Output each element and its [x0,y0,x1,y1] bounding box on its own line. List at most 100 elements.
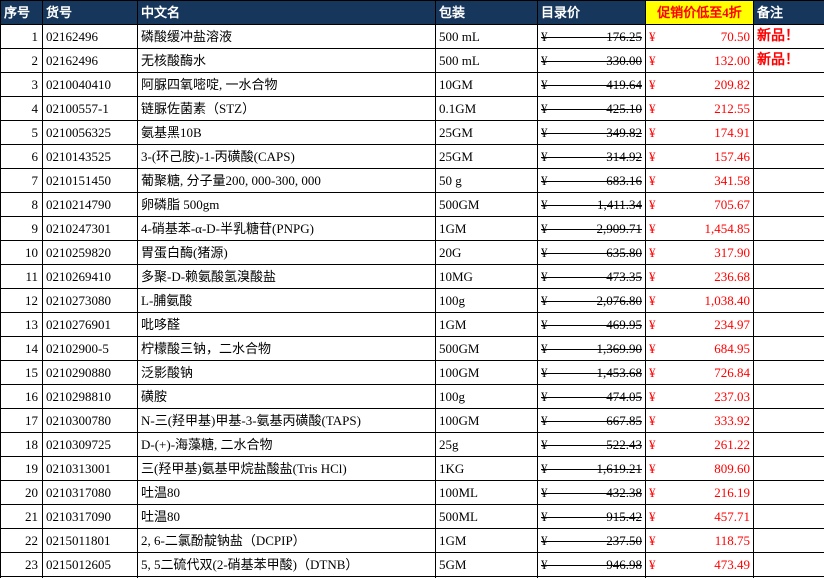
cell-catalog-price[interactable]: ¥ 469.95 [537,312,646,337]
cell-serial[interactable]: 21 [0,504,43,529]
cell-serial[interactable]: 13 [0,312,43,337]
cell-pack[interactable]: 1GM [435,312,538,337]
cell-promo-price[interactable]: ¥ 132.00 [645,48,754,73]
cell-pack[interactable]: 100g [435,288,538,313]
cell-name[interactable]: 阿脲四氧嘧啶, 一水合物 [137,72,436,97]
cell-serial[interactable]: 11 [0,264,43,289]
cell-name[interactable]: N-三(羟甲基)甲基-3-氨基丙磺酸(TAPS) [137,408,436,433]
cell-catalog-price[interactable]: ¥ 419.64 [537,72,646,97]
cell-item-no[interactable]: 0210247301 [42,216,138,241]
cell-item-no[interactable]: 02162496 [42,24,138,49]
cell-serial[interactable]: 10 [0,240,43,265]
cell-name[interactable]: 吐温80 [137,480,436,505]
cell-name[interactable]: 4-硝基苯-α-D-半乳糖苷(PNPG) [137,216,436,241]
cell-catalog-price[interactable]: ¥ 1,619.21 [537,456,646,481]
cell-promo-price[interactable]: ¥ 212.55 [645,96,754,121]
cell-remark[interactable] [753,480,824,505]
cell-item-no[interactable]: 0215012605 [42,552,138,577]
cell-pack[interactable]: 500GM [435,192,538,217]
cell-name[interactable]: 氨基黑10B [137,120,436,145]
cell-item-no[interactable]: 0210276901 [42,312,138,337]
cell-pack[interactable]: 100g [435,384,538,409]
cell-promo-price[interactable]: ¥ 705.67 [645,192,754,217]
cell-item-no[interactable]: 0210056325 [42,120,138,145]
cell-catalog-price[interactable]: ¥ 473.35 [537,264,646,289]
cell-remark[interactable] [753,288,824,313]
cell-item-no[interactable]: 0210273080 [42,288,138,313]
cell-name[interactable]: 5, 5二硫代双(2-硝基苯甲酸)（DTNB） [137,552,436,577]
cell-name[interactable]: 3-(环己胺)-1-丙磺酸(CAPS) [137,144,436,169]
cell-item-no[interactable]: 0210313001 [42,456,138,481]
cell-pack[interactable]: 0.1GM [435,96,538,121]
cell-serial[interactable]: 16 [0,384,43,409]
cell-catalog-price[interactable]: ¥ 330.00 [537,48,646,73]
cell-catalog-price[interactable]: ¥ 2,909.71 [537,216,646,241]
cell-remark[interactable] [753,312,824,337]
cell-remark[interactable] [753,384,824,409]
cell-serial[interactable]: 18 [0,432,43,457]
cell-remark[interactable]: 新品！ [753,48,824,73]
cell-promo-price[interactable]: ¥ 70.50 [645,24,754,49]
cell-promo-price[interactable]: ¥ 261.22 [645,432,754,457]
cell-name[interactable]: 2, 6-二氯酚靛钠盐（DCPIP） [137,528,436,553]
header-catalog-price[interactable]: 目录价 [537,0,646,25]
cell-serial[interactable]: 9 [0,216,43,241]
cell-catalog-price[interactable]: ¥ 349.82 [537,120,646,145]
cell-catalog-price[interactable]: ¥ 1,453.68 [537,360,646,385]
cell-remark[interactable] [753,120,824,145]
cell-name[interactable]: 三(羟甲基)氨基甲烷盐酸盐(Tris HCl) [137,456,436,481]
cell-catalog-price[interactable]: ¥ 635.80 [537,240,646,265]
cell-promo-price[interactable]: ¥ 174.91 [645,120,754,145]
cell-item-no[interactable]: 0210317080 [42,480,138,505]
cell-name[interactable]: 吐温80 [137,504,436,529]
cell-promo-price[interactable]: ¥ 157.46 [645,144,754,169]
cell-catalog-price[interactable]: ¥ 915.42 [537,504,646,529]
cell-catalog-price[interactable]: ¥ 314.92 [537,144,646,169]
cell-name[interactable]: 多聚-D-赖氨酸氢溴酸盐 [137,264,436,289]
cell-remark[interactable] [753,192,824,217]
cell-pack[interactable]: 10GM [435,72,538,97]
cell-item-no[interactable]: 02162496 [42,48,138,73]
cell-remark[interactable] [753,504,824,529]
cell-pack[interactable]: 10MG [435,264,538,289]
cell-promo-price[interactable]: ¥ 1,038.40 [645,288,754,313]
cell-name[interactable]: 胃蛋白酶(猪源) [137,240,436,265]
header-serial[interactable]: 序号 [0,0,43,25]
header-item-no[interactable]: 货号 [42,0,138,25]
cell-catalog-price[interactable]: ¥ 1,411.34 [537,192,646,217]
cell-catalog-price[interactable]: ¥ 176.25 [537,24,646,49]
cell-promo-price[interactable]: ¥ 473.49 [645,552,754,577]
cell-catalog-price[interactable]: ¥ 425.10 [537,96,646,121]
cell-pack[interactable]: 50 g [435,168,538,193]
cell-serial[interactable]: 14 [0,336,43,361]
cell-pack[interactable]: 500 mL [435,24,538,49]
cell-promo-price[interactable]: ¥ 809.60 [645,456,754,481]
cell-catalog-price[interactable]: ¥ 237.50 [537,528,646,553]
cell-remark[interactable] [753,240,824,265]
cell-serial[interactable]: 4 [0,96,43,121]
cell-catalog-price[interactable]: ¥ 474.05 [537,384,646,409]
cell-promo-price[interactable]: ¥ 234.97 [645,312,754,337]
cell-pack[interactable]: 1GM [435,528,538,553]
cell-serial[interactable]: 7 [0,168,43,193]
cell-promo-price[interactable]: ¥ 333.92 [645,408,754,433]
cell-item-no[interactable]: 02102900-5 [42,336,138,361]
cell-pack[interactable]: 100ML [435,480,538,505]
cell-promo-price[interactable]: ¥ 457.71 [645,504,754,529]
cell-serial[interactable]: 3 [0,72,43,97]
cell-remark[interactable] [753,336,824,361]
cell-name[interactable]: L-脯氨酸 [137,288,436,313]
cell-name[interactable]: 吡哆醛 [137,312,436,337]
cell-catalog-price[interactable]: ¥ 683.16 [537,168,646,193]
cell-catalog-price[interactable]: ¥ 946.98 [537,552,646,577]
cell-serial[interactable]: 17 [0,408,43,433]
cell-remark[interactable] [753,408,824,433]
cell-catalog-price[interactable]: ¥ 432.38 [537,480,646,505]
cell-remark[interactable] [753,168,824,193]
cell-pack[interactable]: 25GM [435,120,538,145]
cell-item-no[interactable]: 0210317090 [42,504,138,529]
cell-remark[interactable] [753,72,824,97]
cell-remark[interactable] [753,456,824,481]
cell-item-no[interactable]: 0210214790 [42,192,138,217]
cell-catalog-price[interactable]: ¥ 667.85 [537,408,646,433]
